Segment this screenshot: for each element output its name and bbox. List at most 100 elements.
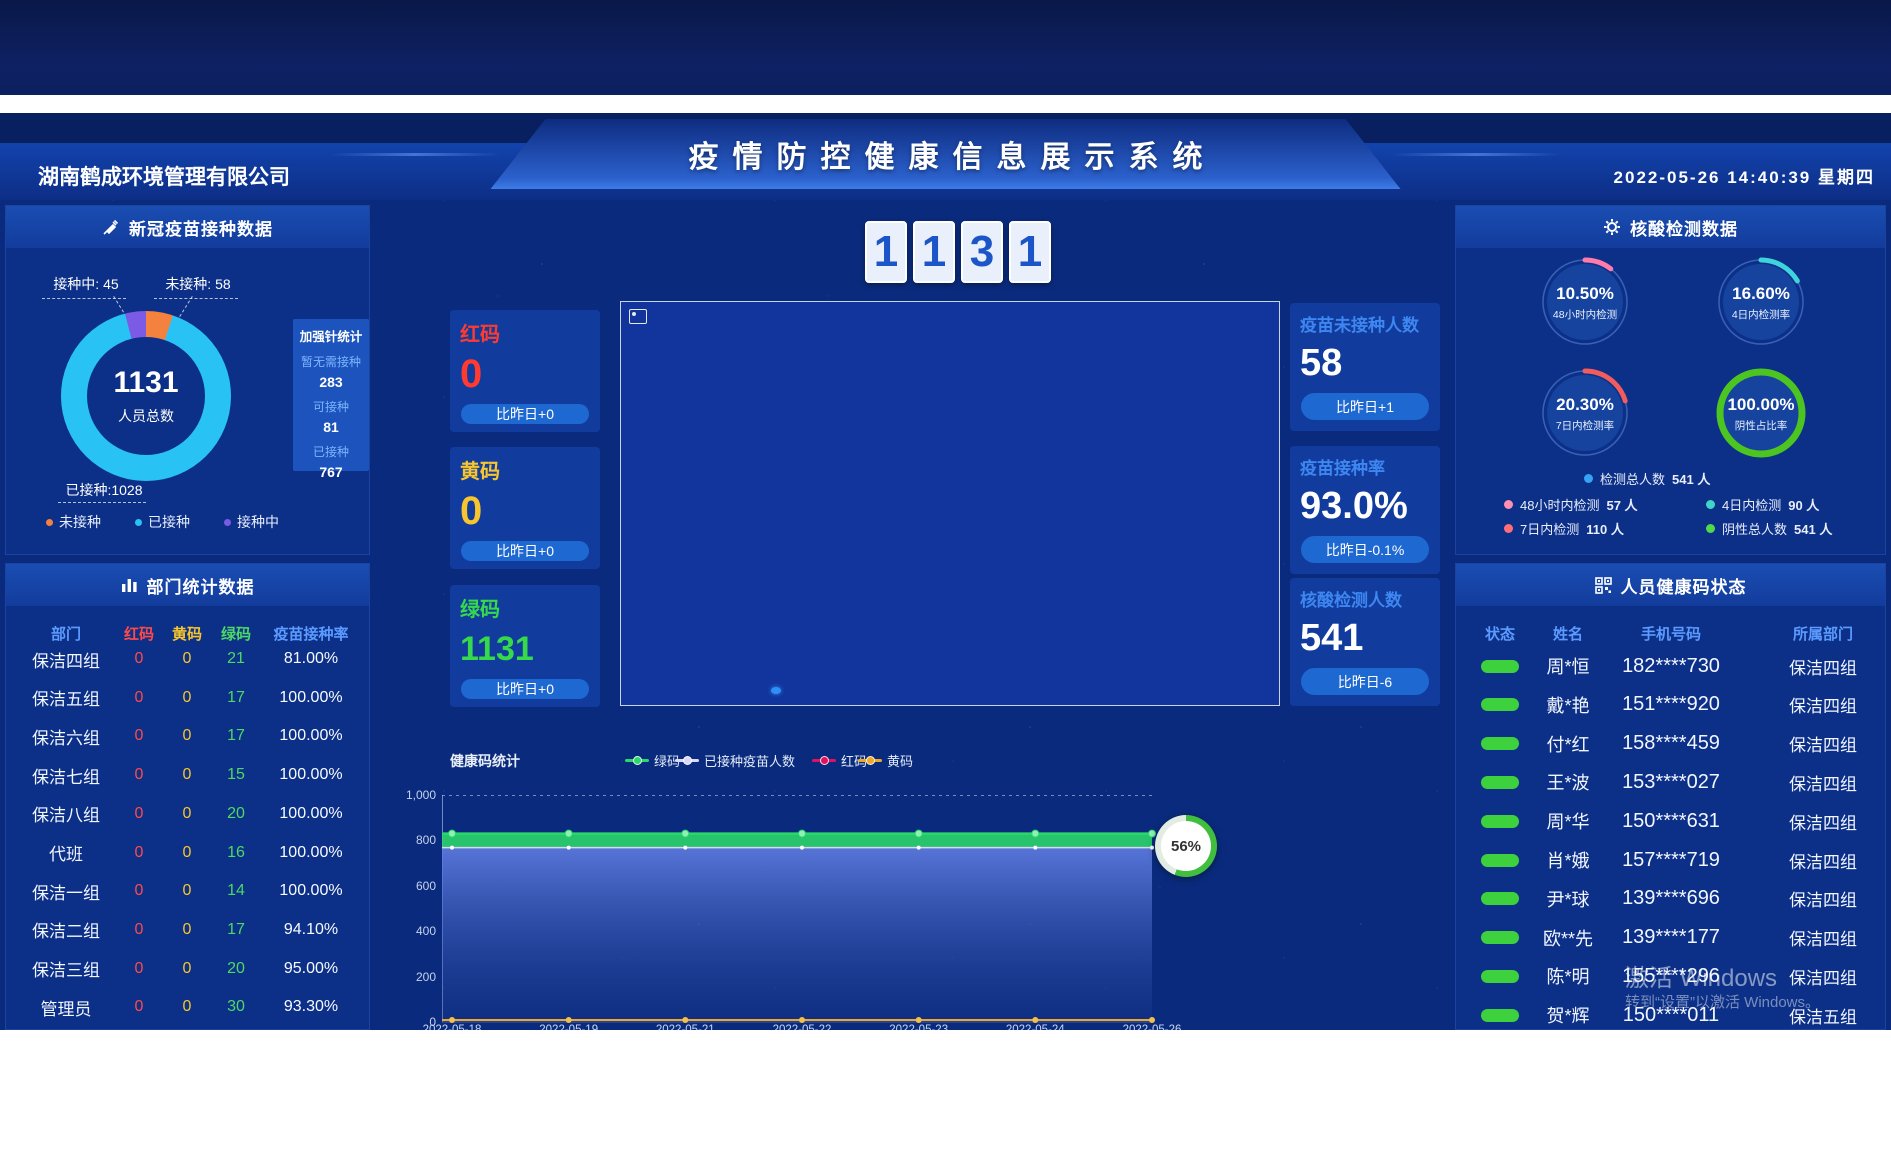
table-cell: 0 [182,882,192,900]
status-cell [1462,802,1538,840]
table-cell: 100.00% [279,766,343,784]
panel-vaccine: 新冠疫苗接种数据 接种中: 45 未接种: 58 1131 人员总数 已接种:1… [5,205,370,555]
column-header: 手机号码 [1640,625,1701,643]
table-row: 肖*娥 157****719 保洁四组 [1456,841,1885,879]
personnel-total: 1131 [113,366,179,399]
delta-pill: 比昨日+1 [1301,393,1429,420]
chart-legend-item[interactable]: 红码 [812,751,867,770]
video-monitor-area[interactable] [620,301,1280,706]
dept-cell: 保洁四组 [1789,697,1857,717]
table-row: 尹*球 139****696 保洁四组 [1456,880,1885,918]
status-cell [1462,725,1538,763]
status-badge [1481,853,1519,867]
kpi-stat-label: 核酸检测人数 [1300,591,1402,610]
legend-value: 541 人 [1672,472,1711,487]
gauge-value: 10.50% [1556,284,1614,303]
dept-cell: 保洁四组 [1789,852,1857,872]
header: 疫情防控健康信息展示系统 湖南鹤成环境管理有限公司 2022-05-26 14:… [0,113,1891,200]
x-tick-label: 2022-05-24 [1005,1024,1065,1030]
table-row: 保洁二组 0 0 17 94.10% [6,911,369,949]
legend-label: 黄码 [887,754,914,769]
name-cell: 王*波 [1546,773,1590,794]
x-tick-label: 2022-05-22 [772,1024,832,1030]
windows-activation-watermark-sub: 转到“设置”以激活 Windows。 [1625,994,1821,1011]
gauge-ring [1716,257,1806,347]
name-cell: 付*红 [1546,734,1590,755]
table-row: 保洁八组 0 0 20 100.00% [6,795,369,833]
name-cell: 周*恒 [1546,657,1590,677]
gear-icon [1604,219,1620,235]
panel-vaccine-titlebar: 新冠疫苗接种数据 [6,206,369,248]
table-row: 付*红 158****459 保洁四组 [1456,725,1885,763]
phone-cell: 182****730 [1622,654,1720,677]
column-header: 状态 [1484,625,1515,643]
booster-item-value: 81 [323,419,339,435]
panel-health-title: 人员健康码状态 [1620,577,1747,597]
table-cell: 17 [227,688,245,706]
legend-value: 57 人 [1606,498,1638,513]
panel-health-codes: 人员健康码状态 状态 姓名 手机号码 所属部门 周*恒 182****730 保洁四组 戴*… [1455,563,1886,1030]
table-cell: 100.00% [279,727,343,745]
legend-label: 红码 [841,754,868,769]
count-digit: 1 [865,221,907,283]
kpi-stat-label: 疫苗接种率 [1300,459,1385,478]
status-cell [1462,647,1538,685]
progress-badge[interactable]: 56% [1155,815,1217,877]
gauge-label: 4日内检测率 [1731,309,1791,321]
video-blue-dot [771,687,781,694]
phone-cell: 139****696 [1622,887,1720,910]
table-cell: 93.30% [283,998,339,1016]
table-cell: 0 [182,804,192,822]
header-streak-left [328,153,502,156]
legend-dot [224,518,231,526]
table-cell: 0 [182,727,192,745]
table-row: 保洁一组 0 0 14 100.00% [6,872,369,910]
status-cell [1462,686,1538,724]
gauge-ring [1540,257,1630,347]
datetime-display: 2022-05-26 14:40:39 星期四 [1613,168,1875,187]
table-cell: 20 [227,959,245,977]
booster-items: 暂无需接种 283 可接种 81 已接种 767 [301,345,361,480]
chart-legend-item[interactable]: 已接种疫苗人数 [675,751,795,770]
name-cell: 尹*球 [1546,889,1590,910]
table-row: 保洁四组 0 0 21 81.00% [6,640,369,678]
legend-label: 绿码 [654,754,681,769]
legend-label: 检测总人数 [1600,472,1666,487]
legend-dot [1706,500,1715,509]
table-cell: 0 [134,727,144,745]
legend-item: 48小时内检测 57 人 [1504,495,1638,514]
code-stat-value: 0 [460,352,483,396]
table-cell: 0 [182,843,192,861]
table-row: 欧**先 139****177 保洁四组 [1456,919,1885,957]
status-badge [1481,892,1519,906]
y-tick-label: 800 [415,833,436,848]
gauge-label: 48小时内检测 [1552,309,1618,321]
legend-marker [812,756,836,765]
chart-legend-item[interactable]: 黄码 [858,751,913,770]
table-row: 管理员 0 0 30 93.30% [6,988,369,1026]
gauge-label: 阴性占比率 [1734,420,1788,432]
windows-activation-watermark: 激活 Windows [1625,965,1778,992]
table-cell: 保洁一组 [32,883,100,903]
dept-cell: 保洁五组 [1789,1007,1857,1027]
code-stat-card: 绿码 1131 比昨日+0 [450,585,600,707]
table-row: 保洁七组 0 0 15 100.00% [6,756,369,794]
column-header: 红码 [123,625,154,643]
y-tick-label: 200 [415,969,436,984]
donut-callout-inprogress: 接种中: 45 [53,276,119,292]
status-badge [1481,737,1519,751]
code-stat-label: 红码 [460,324,500,346]
legend-label: 48小时内检测 [1520,498,1600,513]
count-digit: 1 [913,221,955,283]
legend-dot [1504,524,1513,533]
chart-legend-item[interactable]: 绿码 [625,751,680,770]
booster-item-label: 暂无需接种 [300,355,361,369]
dept-cell: 保洁四组 [1789,813,1857,833]
table-row: 贺*辉 150****011 保洁五组 [1456,996,1885,1029]
status-badge [1481,659,1519,673]
table-cell: 100.00% [279,882,343,900]
table-cell: 0 [182,688,192,706]
gauge-value: 20.30% [1556,395,1614,414]
column-header: 部门 [50,625,81,643]
dept-cell: 保洁四组 [1789,658,1857,678]
